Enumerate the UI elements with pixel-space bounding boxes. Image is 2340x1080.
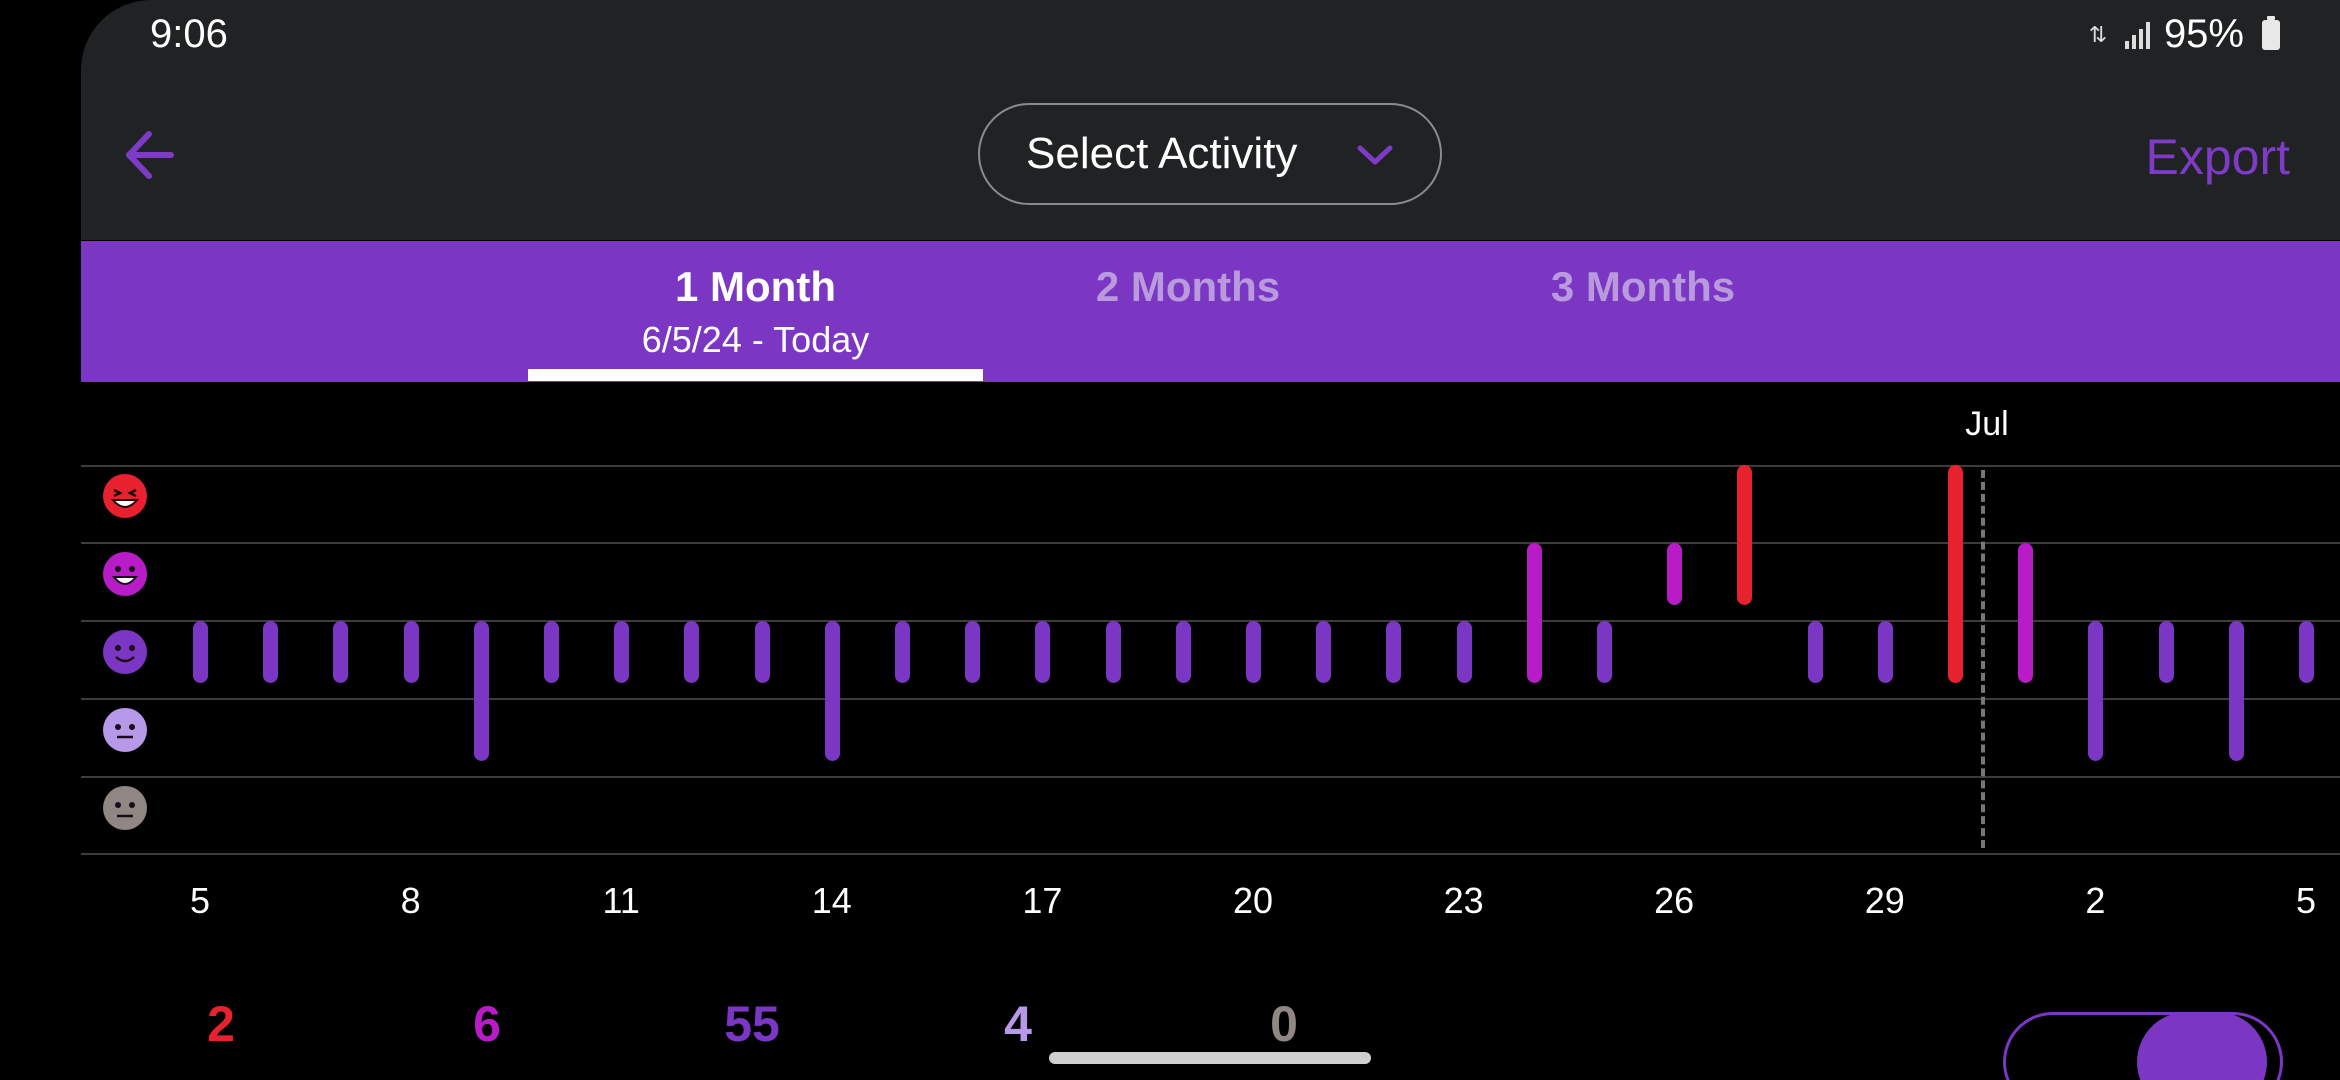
mood-bar bbox=[684, 621, 700, 683]
mood-bar bbox=[544, 621, 559, 683]
grid-line bbox=[81, 465, 2340, 467]
laughing-face-icon bbox=[102, 473, 148, 519]
select-activity-dropdown[interactable]: Select Activity bbox=[978, 103, 1442, 205]
mood-bar bbox=[1456, 621, 1472, 683]
mood-bar bbox=[824, 621, 840, 761]
signal-icon bbox=[2124, 21, 2150, 49]
mood-bar bbox=[2088, 621, 2104, 761]
mood-count-rad: 2 bbox=[207, 996, 235, 1052]
mood-count-bad: 4 bbox=[1004, 996, 1032, 1052]
mood-count-good: 6 bbox=[473, 996, 501, 1052]
grid-line bbox=[81, 853, 2340, 855]
mood-bar bbox=[403, 621, 419, 683]
back-button[interactable] bbox=[121, 120, 181, 190]
mood-bar bbox=[1175, 621, 1191, 683]
mood-bar bbox=[965, 621, 981, 683]
tab-label: 3 Months bbox=[1550, 263, 1736, 310]
home-indicator bbox=[1049, 1052, 1371, 1064]
battery-percent: 95% bbox=[2163, 12, 2244, 56]
range-tabs: 1 Month 6/5/24 - Today 2 Months 3 Months bbox=[81, 241, 2340, 382]
mood-bar bbox=[614, 621, 630, 683]
mood-bar bbox=[2228, 621, 2244, 761]
mood-bar bbox=[193, 621, 208, 683]
mood-bar bbox=[333, 621, 349, 683]
grid-line bbox=[81, 620, 2340, 622]
grid-line bbox=[81, 776, 2340, 778]
export-button[interactable]: Export bbox=[2145, 129, 2290, 185]
mood-bar bbox=[2018, 543, 2034, 683]
x-tick-label: 20 bbox=[1232, 880, 1274, 921]
x-tick-label: 14 bbox=[811, 880, 852, 921]
mood-bar bbox=[1737, 465, 1753, 605]
x-tick-label: 5 bbox=[189, 880, 211, 921]
x-tick-label: 2 bbox=[2085, 880, 2106, 921]
mood-bar bbox=[1526, 543, 1542, 683]
x-tick-label: 11 bbox=[602, 880, 640, 921]
tab-label: 1 Month bbox=[675, 263, 836, 310]
mood-bar bbox=[1035, 621, 1051, 683]
tab-date-range: 6/5/24 - Today bbox=[641, 319, 870, 360]
top-app-bar: 9:06 ⇅ 95% Select Activity Export bbox=[81, 0, 2340, 240]
mood-count-awful: 0 bbox=[1270, 996, 1298, 1052]
neutral-smile-face-icon bbox=[102, 629, 148, 675]
mood-bar bbox=[1877, 621, 1893, 683]
mood-bar bbox=[2158, 621, 2174, 683]
x-tick-label: 29 bbox=[1864, 880, 1905, 921]
battery-icon bbox=[2262, 15, 2280, 50]
x-tick-label: 17 bbox=[1022, 880, 1063, 921]
tab-2-months[interactable]: 2 Months bbox=[1038, 263, 1338, 311]
mood-bar bbox=[2299, 621, 2314, 683]
status-icons: ⇅ 95% bbox=[2085, 12, 2280, 57]
mood-bar bbox=[1246, 621, 1261, 683]
mood-bar bbox=[895, 621, 910, 683]
smiling-face-icon bbox=[102, 551, 148, 597]
flat-face-icon bbox=[102, 707, 148, 753]
arrow-left-icon bbox=[126, 131, 174, 179]
grid-line bbox=[81, 542, 2340, 544]
mood-bar bbox=[473, 621, 489, 761]
mood-bar bbox=[754, 621, 770, 683]
month-divider-line bbox=[1981, 470, 1985, 848]
mood-bar bbox=[1105, 621, 1121, 683]
mood-chart-screen: 9:06 ⇅ 95% Select Activity Export 1 Mont… bbox=[81, 0, 2340, 1080]
month-label: Jul bbox=[1965, 405, 2009, 443]
active-tab-indicator bbox=[528, 369, 983, 381]
x-tick-label: 5 bbox=[2295, 880, 2317, 921]
sad-face-icon bbox=[102, 785, 148, 831]
mood-count-meh: 55 bbox=[724, 996, 780, 1052]
mood-bar bbox=[1948, 465, 1963, 683]
mobile-data-icon: ⇅ bbox=[2088, 21, 2108, 47]
grid-line bbox=[81, 698, 2340, 700]
toggle-button-selected[interactable] bbox=[2137, 1012, 2267, 1080]
select-activity-label: Select Activity bbox=[1026, 129, 1298, 178]
mood-bar bbox=[1316, 621, 1332, 683]
mood-bar bbox=[263, 621, 279, 683]
mood-bar bbox=[1597, 621, 1612, 683]
status-time: 9:06 bbox=[150, 12, 228, 56]
mood-bar bbox=[1807, 621, 1823, 683]
chevron-down-icon bbox=[1357, 145, 1393, 165]
tab-3-months[interactable]: 3 Months bbox=[1493, 263, 1793, 311]
x-tick-label: 23 bbox=[1443, 880, 1484, 921]
x-tick-label: 26 bbox=[1654, 880, 1695, 921]
tab-1-month[interactable]: 1 Month 6/5/24 - Today bbox=[528, 263, 983, 361]
x-tick-label: 8 bbox=[400, 880, 421, 921]
mood-bar bbox=[1667, 543, 1683, 605]
tab-label: 2 Months bbox=[1095, 263, 1281, 310]
mood-bar bbox=[1386, 621, 1402, 683]
